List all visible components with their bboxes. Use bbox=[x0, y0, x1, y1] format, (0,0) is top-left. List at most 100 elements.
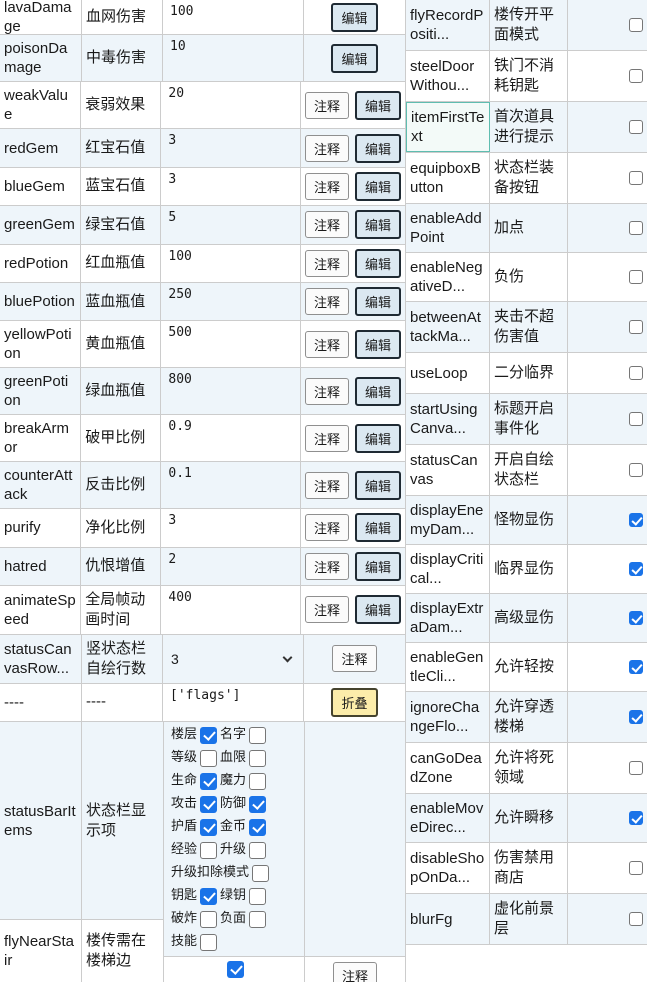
status-bar-item-checkbox[interactable] bbox=[249, 772, 267, 790]
flag-checkbox[interactable] bbox=[629, 761, 643, 775]
note-button[interactable]: 注释 bbox=[304, 471, 349, 499]
edit-button[interactable]: 编辑 bbox=[354, 513, 401, 543]
status-bar-item-checkbox[interactable] bbox=[200, 726, 218, 744]
note-button[interactable]: 注释 bbox=[304, 377, 349, 405]
edit-button[interactable]: 编辑 bbox=[354, 376, 401, 406]
flag-checkbox[interactable] bbox=[629, 120, 643, 134]
edit-button[interactable]: 编辑 bbox=[331, 43, 378, 73]
flag-checkbox[interactable] bbox=[629, 320, 643, 334]
flag-key[interactable]: steelDoorWithou... bbox=[406, 51, 490, 101]
flag-key[interactable]: enableAddPoint bbox=[406, 204, 490, 252]
flag-checkbox[interactable] bbox=[629, 660, 643, 674]
flag-checkbox[interactable] bbox=[629, 611, 643, 625]
edit-button[interactable]: 编辑 bbox=[354, 595, 401, 625]
status-bar-item-checkbox[interactable] bbox=[200, 795, 218, 813]
flag-key[interactable]: itemFirstText bbox=[406, 102, 490, 152]
fold-button[interactable]: 折叠 bbox=[331, 687, 378, 717]
config-key[interactable]: statusCanvasRow... bbox=[0, 634, 82, 683]
note-button[interactable]: 注释 bbox=[332, 645, 377, 673]
flag-checkbox[interactable] bbox=[629, 811, 643, 825]
config-key[interactable]: flyNearStair bbox=[0, 920, 82, 982]
status-bar-item-checkbox[interactable] bbox=[249, 841, 267, 859]
flag-checkbox[interactable] bbox=[629, 221, 643, 235]
edit-button[interactable]: 编辑 bbox=[354, 210, 401, 240]
edit-button[interactable]: 编辑 bbox=[354, 287, 401, 317]
flag-checkbox[interactable] bbox=[629, 562, 643, 576]
fly-near-stair-checkbox[interactable] bbox=[227, 961, 244, 979]
status-bar-item-checkbox[interactable] bbox=[249, 749, 267, 767]
flag-key[interactable]: displayEnemyDam... bbox=[406, 496, 490, 544]
flag-checkbox[interactable] bbox=[629, 861, 643, 875]
flag-key[interactable]: enableMoveDirec... bbox=[406, 794, 490, 842]
note-button[interactable]: 注释 bbox=[304, 211, 349, 239]
config-key[interactable]: redGem bbox=[0, 129, 82, 167]
edit-button[interactable]: 编辑 bbox=[354, 172, 401, 201]
status-bar-item-checkbox[interactable] bbox=[249, 887, 267, 905]
config-key[interactable]: hatred bbox=[0, 547, 82, 585]
config-key[interactable]: lavaDamage bbox=[0, 0, 82, 35]
flag-checkbox[interactable] bbox=[629, 513, 643, 527]
flag-key[interactable]: betweenAttackMa... bbox=[406, 302, 490, 352]
flag-key[interactable]: enableNegativeD... bbox=[406, 253, 490, 301]
flag-checkbox[interactable] bbox=[629, 171, 643, 185]
note-button[interactable]: 注释 bbox=[304, 249, 349, 277]
config-key[interactable]: blueGem bbox=[0, 167, 82, 206]
config-key[interactable]: greenGem bbox=[0, 206, 82, 244]
edit-button[interactable]: 编辑 bbox=[331, 2, 378, 32]
flag-checkbox[interactable] bbox=[629, 412, 643, 426]
config-key[interactable]: greenPotion bbox=[0, 368, 82, 415]
status-bar-item-checkbox[interactable] bbox=[249, 910, 267, 928]
config-key[interactable]: animateSpeed bbox=[0, 585, 82, 634]
status-bar-item-checkbox[interactable] bbox=[252, 864, 270, 882]
flag-checkbox[interactable] bbox=[629, 69, 643, 83]
note-button[interactable]: 注释 bbox=[304, 330, 349, 358]
note-button[interactable]: 注释 bbox=[304, 172, 349, 200]
flag-key[interactable]: startUsingCanva... bbox=[406, 394, 490, 444]
status-bar-item-checkbox[interactable] bbox=[249, 795, 267, 813]
status-bar-item-checkbox[interactable] bbox=[200, 910, 218, 928]
status-bar-item-checkbox[interactable] bbox=[249, 818, 267, 836]
edit-button[interactable]: 编辑 bbox=[354, 329, 401, 359]
flag-checkbox[interactable] bbox=[629, 463, 643, 477]
edit-button[interactable]: 编辑 bbox=[354, 90, 401, 120]
note-button[interactable]: 注释 bbox=[304, 288, 349, 316]
flag-key[interactable]: blurFg bbox=[406, 894, 490, 944]
note-button[interactable]: 注释 bbox=[332, 962, 377, 982]
config-key[interactable]: counterAttack bbox=[0, 462, 82, 509]
config-key[interactable]: bluePotion bbox=[0, 282, 82, 321]
flag-checkbox[interactable] bbox=[629, 270, 643, 284]
edit-button[interactable]: 编辑 bbox=[354, 133, 401, 163]
note-button[interactable]: 注释 bbox=[304, 552, 349, 580]
flag-key[interactable]: equipboxButton bbox=[406, 153, 490, 203]
flag-key[interactable]: useLoop bbox=[406, 353, 490, 393]
config-key[interactable]: weakValue bbox=[0, 82, 82, 129]
flag-key[interactable]: displayCritical... bbox=[406, 545, 490, 593]
status-bar-item-checkbox[interactable] bbox=[200, 749, 218, 767]
flag-checkbox[interactable] bbox=[629, 710, 643, 724]
flag-key[interactable]: ignoreChangeFlo... bbox=[406, 692, 490, 742]
status-bar-item-checkbox[interactable] bbox=[249, 726, 267, 744]
flag-key[interactable]: statusCanvas bbox=[406, 445, 490, 495]
note-button[interactable]: 注释 bbox=[304, 514, 349, 542]
flag-key[interactable]: displayExtraDam... bbox=[406, 594, 490, 642]
flag-key[interactable]: canGoDeadZone bbox=[406, 743, 490, 793]
note-button[interactable]: 注释 bbox=[304, 91, 349, 119]
flag-key[interactable]: disableShopOnDa... bbox=[406, 843, 490, 893]
edit-button[interactable]: 编辑 bbox=[354, 470, 401, 500]
note-button[interactable]: 注释 bbox=[304, 596, 349, 624]
config-key[interactable]: purify bbox=[0, 509, 82, 547]
config-key[interactable]: yellowPotion bbox=[0, 321, 82, 368]
config-key[interactable]: poisonDamage bbox=[0, 35, 82, 82]
status-bar-item-checkbox[interactable] bbox=[200, 887, 218, 905]
edit-button[interactable]: 编辑 bbox=[354, 248, 401, 278]
config-key[interactable]: statusBarItems bbox=[0, 722, 82, 920]
status-canvas-row-select[interactable]: 3 bbox=[170, 646, 299, 672]
status-bar-item-checkbox[interactable] bbox=[200, 772, 218, 790]
edit-button[interactable]: 编辑 bbox=[354, 551, 401, 581]
flag-key[interactable]: enableGentleCli... bbox=[406, 643, 490, 691]
config-key[interactable]: redPotion bbox=[0, 244, 82, 282]
edit-button[interactable]: 编辑 bbox=[354, 423, 401, 453]
note-button[interactable]: 注释 bbox=[304, 134, 349, 162]
note-button[interactable]: 注释 bbox=[304, 424, 349, 452]
config-key[interactable]: breakArmor bbox=[0, 415, 82, 462]
